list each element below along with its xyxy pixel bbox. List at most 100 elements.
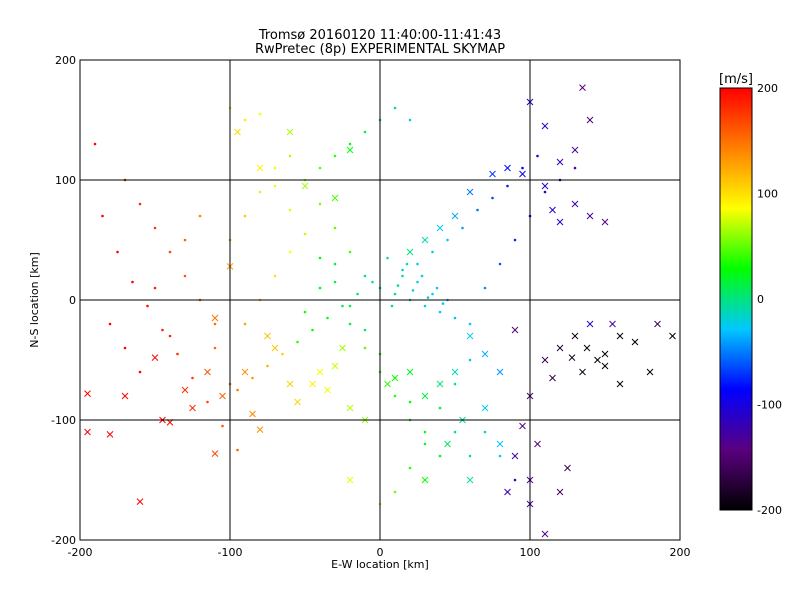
data-point-x (286, 128, 294, 136)
x-tick-label: 100 (520, 546, 541, 559)
data-point-dot (396, 284, 400, 287)
data-point-dot (191, 376, 194, 380)
data-point-x (421, 476, 429, 484)
data-point-x (654, 320, 661, 328)
data-point-dot (416, 280, 419, 284)
data-point-dot (363, 274, 367, 278)
data-point-x (571, 146, 579, 154)
x-tick-label: 0 (377, 546, 384, 559)
data-point-x (421, 392, 429, 400)
y-axis-label: N-S location [km] (28, 252, 41, 348)
y-axis-ticks: -200 -100 0 100 200 (51, 54, 76, 547)
plot-frame (79, 59, 681, 541)
data-point-dot (363, 328, 367, 332)
data-point-dot (393, 490, 397, 494)
data-point-x (586, 116, 594, 124)
colorbar-tick-label: 100 (757, 188, 778, 201)
data-point-dot (273, 274, 277, 278)
data-point-dot (405, 262, 409, 266)
data-point-dot (326, 316, 329, 320)
data-point-dot (101, 214, 104, 218)
data-point-x (151, 354, 159, 361)
data-point-dot (311, 328, 314, 332)
data-point-dot (453, 382, 457, 386)
chart-title-line2: RwPretec (8p) EXPERIMENTAL SKYMAP (255, 42, 505, 57)
data-point-dot (420, 274, 424, 278)
data-point-x (496, 368, 504, 376)
data-point-x (481, 404, 489, 412)
data-point-x (631, 338, 639, 346)
data-point-x (541, 356, 549, 364)
data-point-dot (468, 454, 472, 458)
data-point-dot (498, 454, 502, 458)
data-point-x (571, 332, 579, 340)
data-point-x (601, 218, 609, 226)
data-point-dot (393, 106, 397, 110)
colorbar (719, 87, 753, 511)
data-point-dot (273, 184, 277, 188)
data-point-dot (288, 154, 292, 158)
data-point-x (601, 362, 609, 370)
data-point-x (324, 386, 331, 394)
data-point-x (519, 170, 526, 178)
data-point-dot (206, 400, 209, 404)
data-point-x (331, 194, 339, 202)
data-point-dot (513, 478, 517, 482)
data-point-x (256, 164, 264, 172)
data-point-dot (273, 166, 277, 170)
data-point-x (489, 170, 496, 178)
data-point-x (264, 332, 271, 340)
data-point-dot (153, 226, 157, 230)
data-point-x (519, 422, 526, 430)
data-point-dot (236, 448, 239, 452)
x-axis-label: E-W location [km] (331, 558, 429, 571)
data-point-dot (221, 424, 224, 428)
data-point-dot (363, 130, 367, 134)
data-point-dot (441, 302, 445, 305)
data-point-dot (401, 268, 404, 272)
x-axis-ticks: -200 -100 0 100 200 (68, 546, 691, 559)
data-point-x (436, 224, 444, 232)
data-point-x (466, 476, 474, 484)
data-point-x (549, 374, 556, 382)
y-tick-label: 100 (55, 174, 76, 187)
data-point-x (84, 428, 91, 436)
data-point-dot (390, 304, 394, 308)
data-point-dot (476, 208, 479, 212)
data-point-dot (438, 454, 442, 458)
data-point-x (189, 404, 196, 412)
data-point-x (481, 350, 489, 358)
data-point-dot (498, 262, 502, 266)
x-tick-label: 200 (670, 546, 691, 559)
data-point-dot (408, 400, 412, 404)
data-point-x (136, 498, 144, 505)
data-point-dot (341, 304, 344, 308)
data-point-x (556, 344, 564, 352)
data-point-dot (408, 118, 412, 122)
data-point-dot (348, 250, 352, 254)
data-point-dot (123, 346, 127, 350)
data-point-x (309, 380, 316, 388)
data-point-x (451, 368, 459, 376)
data-point-x (301, 182, 309, 190)
data-point-x (601, 350, 609, 358)
data-point-dot (423, 442, 427, 446)
data-point-dot (318, 256, 322, 260)
data-point-dot (266, 364, 269, 368)
data-point-dot (438, 310, 442, 314)
data-point-dot (258, 190, 262, 194)
data-point-dot (453, 316, 457, 320)
data-point-x (204, 368, 211, 376)
data-point-dot (333, 280, 337, 284)
data-point-x (339, 344, 346, 352)
data-point-x (534, 440, 541, 448)
data-point-x (466, 188, 474, 196)
data-point-x (556, 218, 564, 226)
data-point-dot (183, 274, 187, 278)
data-point-dot (288, 208, 292, 212)
data-point-dot (468, 322, 472, 326)
data-point-x (294, 398, 301, 406)
data-point-dot (318, 202, 322, 206)
data-point-x (579, 368, 586, 376)
y-tick-label: 0 (69, 294, 76, 307)
